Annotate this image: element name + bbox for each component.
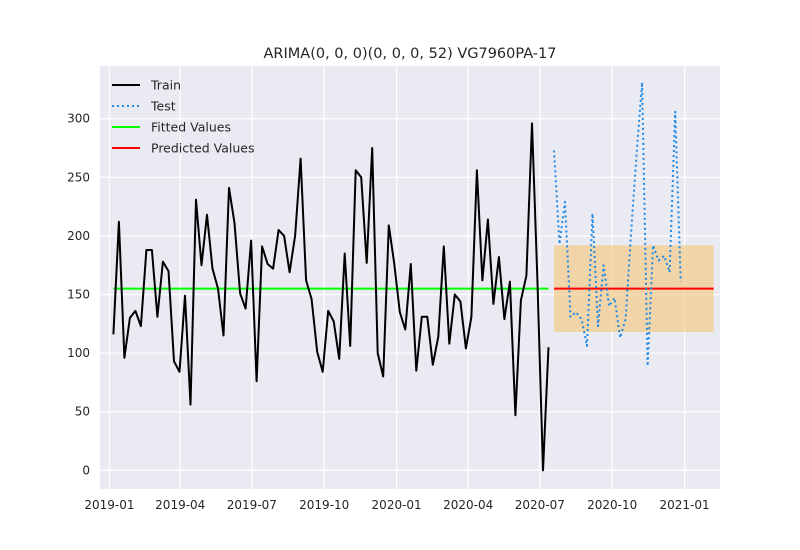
x-tick-label: 2020-01: [372, 498, 422, 512]
y-tick-label: 150: [67, 287, 90, 301]
chart-title: ARIMA(0, 0, 0)(0, 0, 0, 52) VG7960PA-17: [264, 46, 557, 62]
series-line-test: [553, 81, 682, 367]
legend: Train Test Fitted Values Predicted Values: [112, 78, 255, 156]
x-tick-label: 2019-04: [155, 498, 205, 512]
x-tick-label: 2019-07: [227, 498, 277, 512]
y-tick-label: 50: [75, 405, 90, 419]
x-tick-label: 2019-01: [84, 498, 134, 512]
y-tick-label: 200: [67, 229, 90, 243]
y-tick-label: 100: [67, 346, 90, 360]
x-tick-label: 2020-04: [443, 498, 493, 512]
x-tick-label: 2020-10: [587, 498, 637, 512]
grid: [100, 66, 720, 489]
x-tick-label: 2019-10: [299, 498, 349, 512]
legend-label: Predicted Values: [151, 141, 255, 156]
series-lines: [112, 81, 714, 472]
legend-label: Test: [150, 99, 176, 114]
y-tick-label: 0: [82, 463, 90, 477]
series-line-train: [112, 122, 550, 472]
y-tick-label: 250: [67, 170, 90, 184]
x-tick-label: 2021-01: [660, 498, 710, 512]
y-tick-label: 300: [67, 112, 90, 126]
x-tick-label: 2020-07: [515, 498, 565, 512]
axes: 2019-01 2019-04 2019-07 2019-10 2020-01 2020-…: [67, 112, 710, 512]
legend-label: Fitted Values: [151, 120, 231, 135]
legend-label: Train: [150, 78, 181, 93]
